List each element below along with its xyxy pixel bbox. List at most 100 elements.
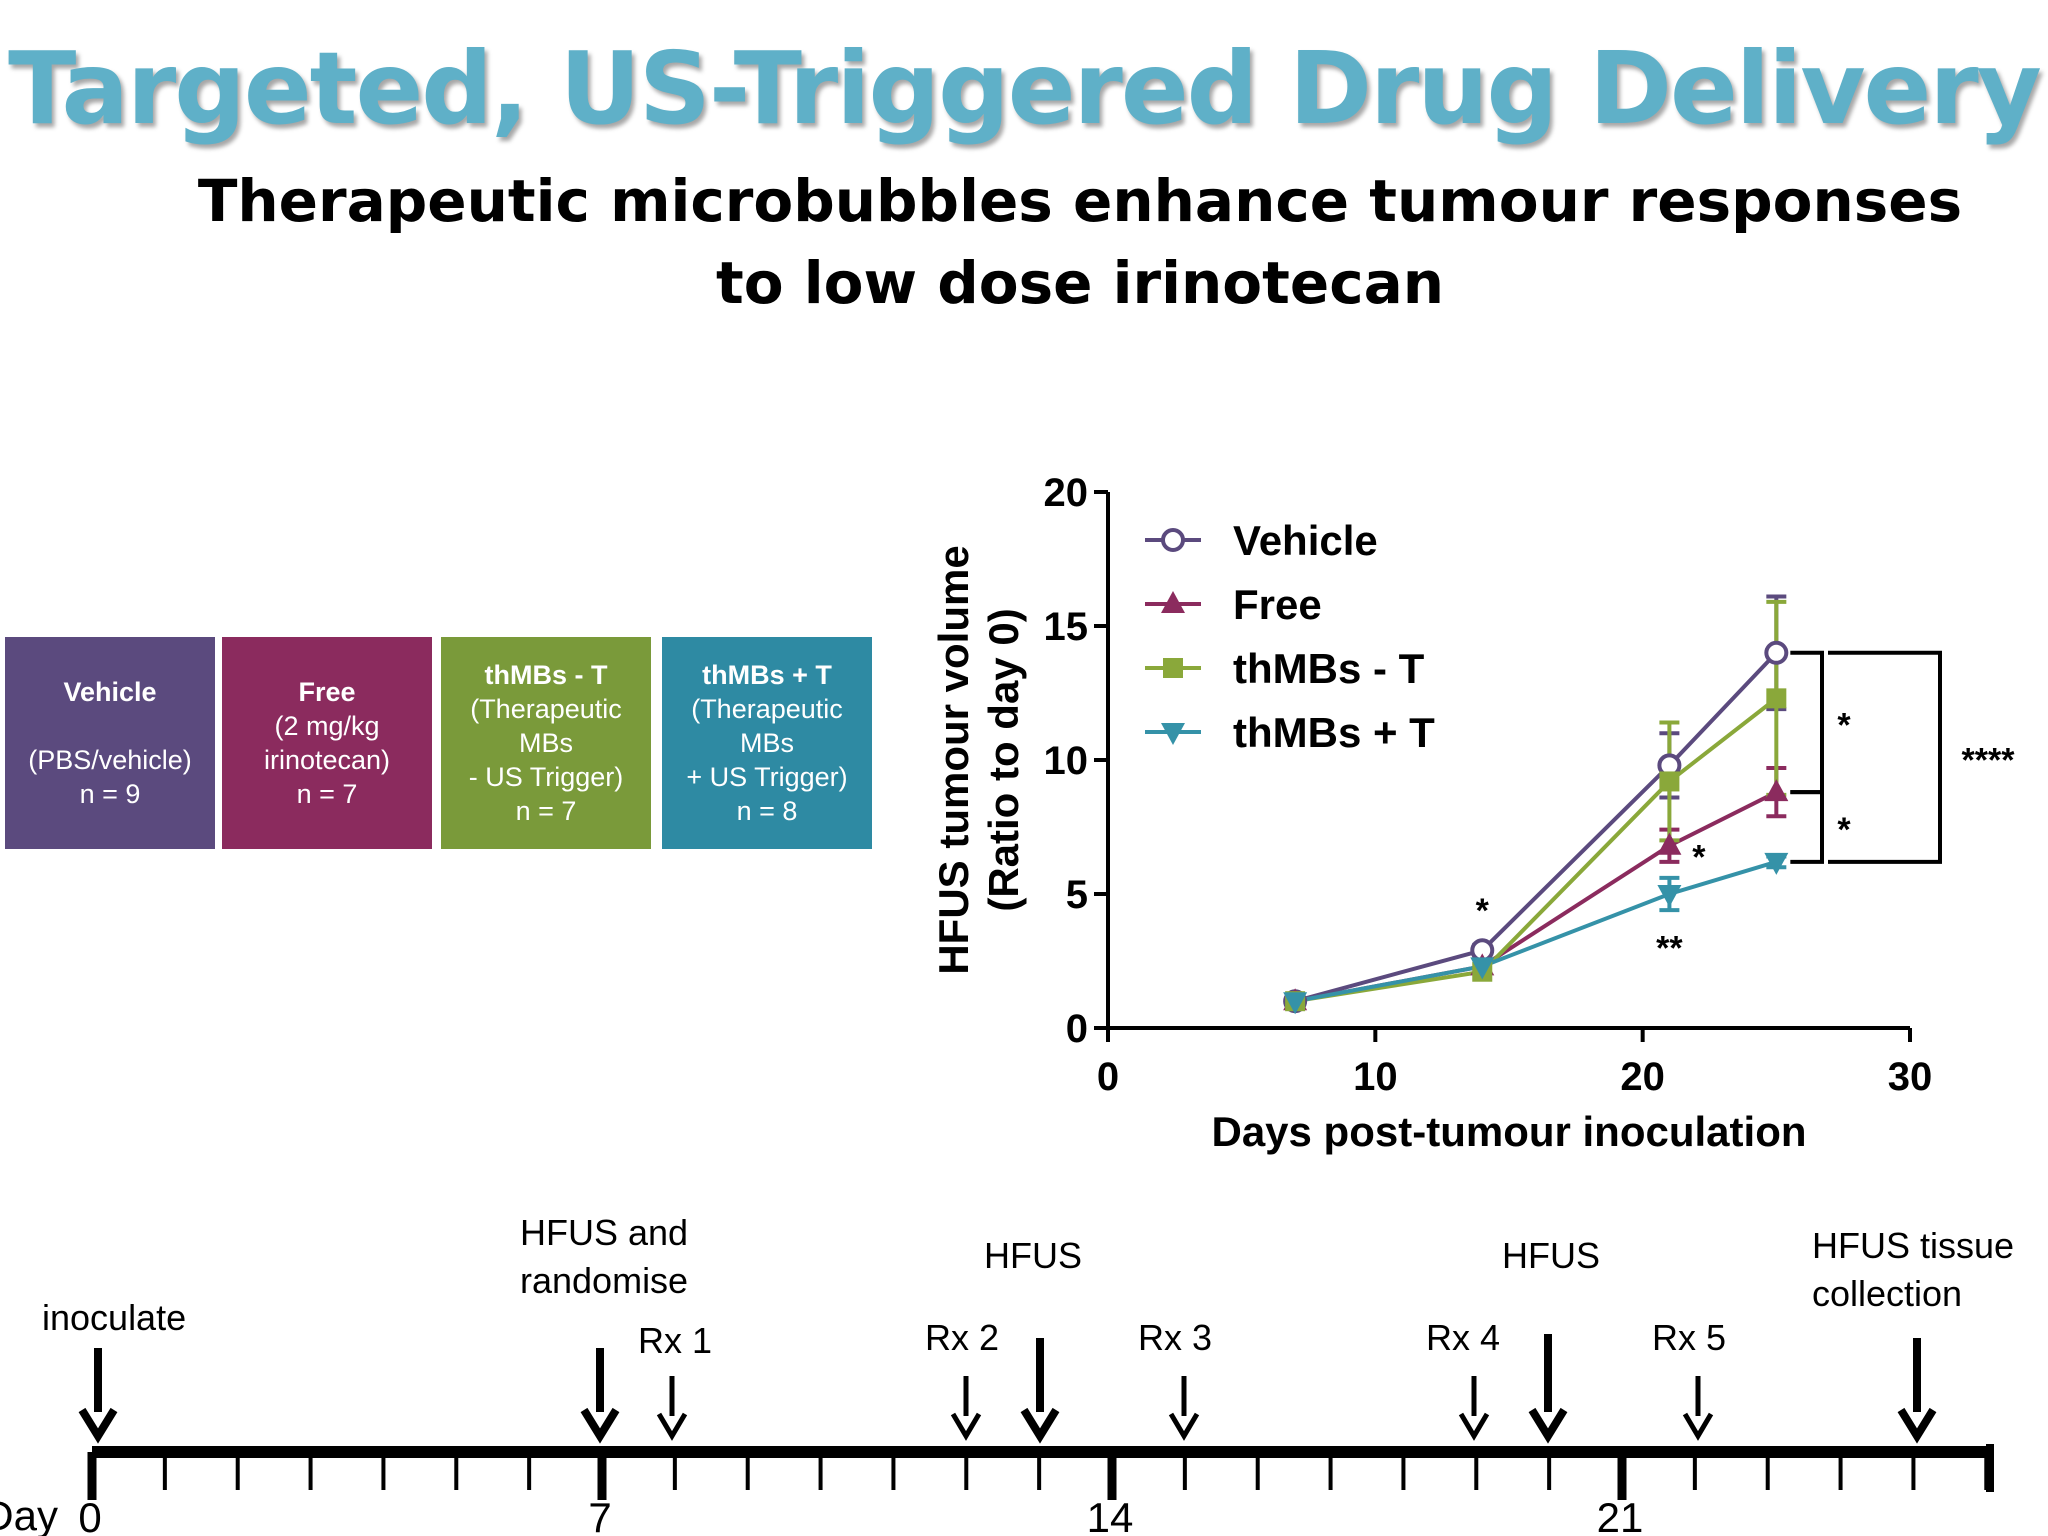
legend-item-3: thMBs - T	[1145, 645, 1425, 692]
timeline-event-label: HFUS	[984, 1235, 1082, 1276]
timeline-day-tick-label: 14	[1087, 1494, 1134, 1536]
data-point	[1285, 991, 1306, 1012]
bracket-line	[1828, 650, 1942, 864]
series-4	[1294, 854, 1787, 1004]
timeline-arrow-icon	[1682, 1412, 1714, 1441]
y-axis-label-line1: HFUS tumour volume	[930, 545, 977, 974]
error-bar	[1472, 942, 1493, 958]
group-detail: (PBS/vehicle)	[28, 745, 192, 775]
y-tick-label: 5	[1066, 873, 1088, 917]
data-point	[1766, 688, 1787, 709]
timeline-event-label: Rx 2	[925, 1317, 999, 1358]
group-name: Free	[298, 677, 356, 707]
x-tick-label: 0	[1097, 1055, 1119, 1099]
slide-subtitle: Therapeutic microbubbles enhance tumour …	[197, 167, 1963, 317]
group-detail: n = 9	[79, 779, 141, 809]
legend-marker	[1161, 591, 1185, 613]
error-bar	[1659, 827, 1680, 864]
timeline-arrow-icon	[1458, 1412, 1490, 1441]
significance-marker: *	[1476, 892, 1490, 930]
group-detail: MBs	[740, 728, 794, 758]
legend-label: Free	[1233, 581, 1322, 628]
data-point	[1657, 753, 1682, 778]
data-point	[1764, 852, 1789, 875]
series-line	[1294, 651, 1778, 1004]
data-point	[1764, 779, 1789, 802]
group-box-4: thMBs + T (Therapeutic MBs + US Trigger) n =…	[662, 637, 872, 849]
y-axis-label: HFUS tumour volume (Ratio to day 0)	[930, 545, 1027, 974]
y-tick-label: 20	[1044, 471, 1089, 515]
timeline-event-label: Rx 3	[1138, 1317, 1212, 1358]
significance-marker: *	[1692, 838, 1706, 876]
timeline-event-hfus-collection: HFUS tissue collection	[1812, 1225, 2014, 1444]
timeline-event-rx1: Rx 1	[638, 1320, 712, 1441]
data-point	[1657, 832, 1682, 855]
error-bar	[1766, 594, 1787, 712]
legend-label: Vehicle	[1233, 517, 1378, 564]
timeline-arrow-icon	[1168, 1412, 1200, 1441]
legend-item-2: Free	[1145, 581, 1322, 628]
timeline-event-hfus-2: HFUS	[1502, 1235, 1600, 1444]
timeline-event-label: HFUS tissue	[1812, 1225, 2014, 1266]
data-point	[1283, 988, 1308, 1011]
group-box-2: Free (2 mg/kg irinotecan) n = 7	[222, 637, 432, 849]
timeline-event-label: Rx 5	[1652, 1317, 1726, 1358]
timeline-event-hfus-randomise: HFUS and randomise	[520, 1212, 688, 1444]
y-axis-label-line2: (Ratio to day 0)	[980, 608, 1027, 911]
timeline-event-rx3: Rx 3	[1138, 1317, 1212, 1441]
group-name: thMBs + T	[702, 660, 832, 690]
bracket-label: *	[1837, 811, 1851, 849]
timeline-arrow-icon	[78, 1407, 118, 1444]
timeline-arrow-icon	[1020, 1407, 1060, 1444]
x-axis-label: Days post-tumour inoculation	[1211, 1108, 1806, 1155]
timeline-event-label: randomise	[520, 1260, 688, 1301]
group-detail: (Therapeutic	[691, 694, 843, 724]
timeline-day-tick-label: 21	[1597, 1494, 1644, 1536]
group-detail: irinotecan)	[263, 745, 391, 775]
group-detail: (Therapeutic	[470, 694, 622, 724]
series-2	[1294, 766, 1787, 1004]
data-point	[1764, 640, 1789, 665]
series-line	[1294, 790, 1778, 1004]
group-box-3: thMBs - T (Therapeutic MBs - US Trigger) n =…	[441, 637, 651, 849]
group-detail: - US Trigger)	[468, 762, 624, 792]
y-tick-label: 10	[1044, 739, 1089, 783]
x-tick-label: 20	[1620, 1055, 1665, 1099]
slide-title: Targeted, US-Triggered Drug Delivery	[8, 30, 2042, 147]
timeline-arrow-icon	[950, 1412, 982, 1441]
group-detail	[9, 709, 211, 743]
bracket-label: ****	[1962, 741, 2016, 779]
legend-marker	[1161, 528, 1185, 552]
error-bar	[1766, 766, 1787, 819]
timeline-event-label: Rx 4	[1426, 1317, 1500, 1358]
timeline-event-hfus-1: HFUS	[984, 1235, 1082, 1444]
timeline-arrow-icon	[1528, 1407, 1568, 1444]
group-detail: n = 7	[296, 779, 358, 809]
bracket-line	[1790, 790, 1824, 864]
group-detail: MBs	[519, 728, 573, 758]
series-1	[1294, 594, 1787, 1004]
timeline-event-rx4: Rx 4	[1426, 1317, 1500, 1441]
error-bar	[1659, 875, 1680, 913]
data-point	[1283, 989, 1308, 1014]
group-box-1: Vehicle (PBS/vehicle) n = 9	[5, 637, 215, 849]
group-detail: + US Trigger)	[686, 762, 848, 792]
data-point	[1470, 957, 1495, 980]
group-name: Vehicle	[63, 677, 157, 707]
y-tick-label: 0	[1066, 1007, 1088, 1051]
error-bar	[1659, 720, 1680, 843]
data-point	[1657, 885, 1682, 907]
bracket-line	[1790, 650, 1824, 795]
timeline-event-label: Rx 1	[638, 1320, 712, 1361]
timeline-day-label: Day	[0, 1492, 58, 1536]
data-point	[1283, 992, 1308, 1015]
bracket-label: *	[1837, 706, 1851, 744]
group-detail: n = 8	[736, 796, 798, 826]
legend-item-4: thMBs + T	[1145, 709, 1435, 756]
error-bar	[1659, 731, 1680, 800]
legend-label: thMBs - T	[1233, 645, 1425, 692]
timeline-event-inoculate: inoculate	[42, 1297, 186, 1444]
x-tick-label: 10	[1353, 1055, 1398, 1099]
timeline-arrow-icon	[656, 1412, 688, 1441]
legend-marker	[1161, 723, 1185, 745]
